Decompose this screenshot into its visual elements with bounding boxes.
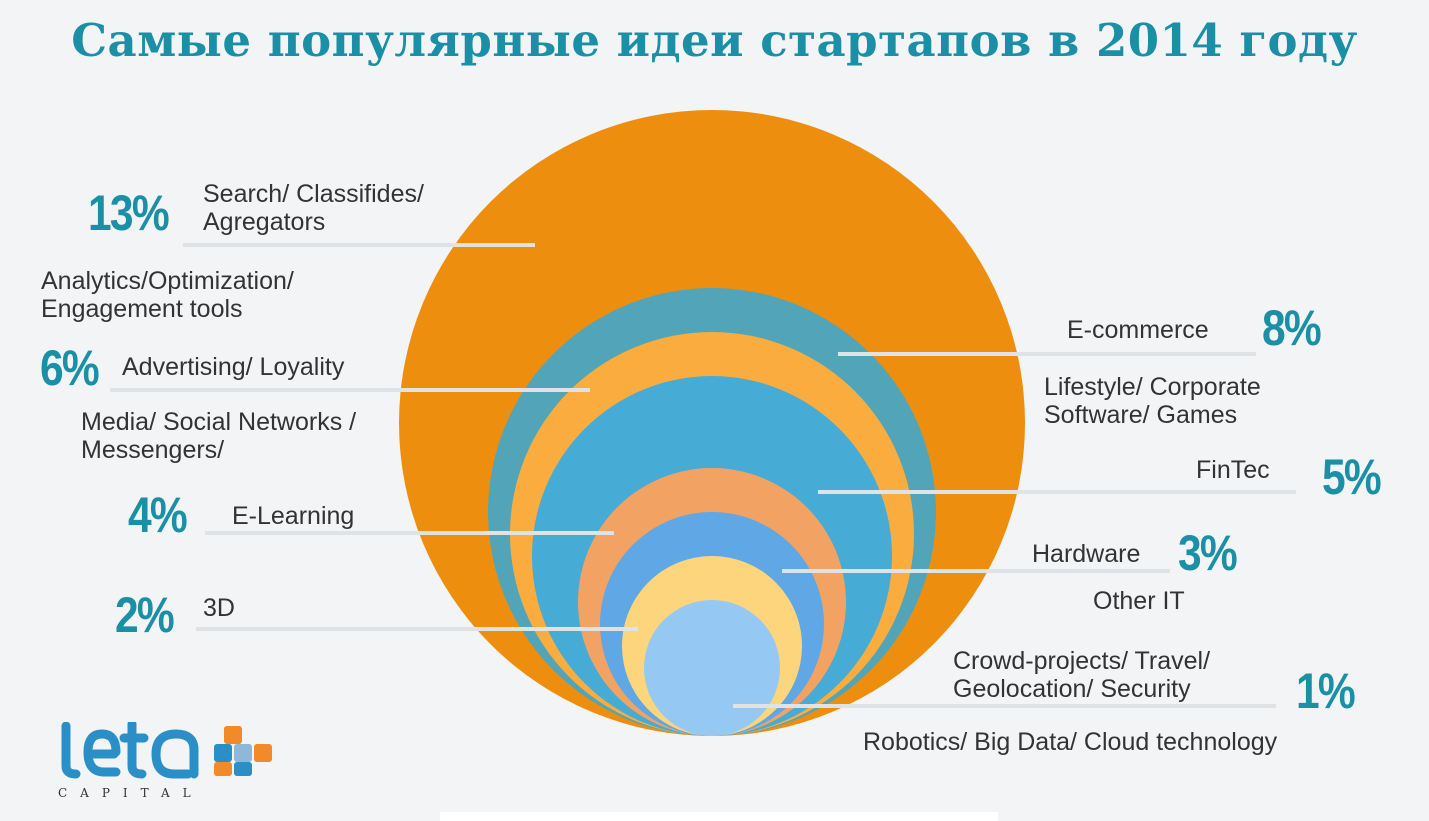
- category-label-elearning: E-Learning: [232, 502, 355, 530]
- category-label-3d: 3D: [203, 594, 235, 622]
- pct-label-8: 8%: [1262, 300, 1322, 356]
- category-label-ecommerce: E-commerce: [1067, 316, 1209, 344]
- circle-1pct: [644, 600, 780, 736]
- category-label-fintec: FinTec: [1196, 456, 1270, 484]
- pct-label-1: 1%: [1296, 663, 1356, 719]
- category-label-media: Media/ Social Networks / Messengers/: [81, 408, 357, 464]
- category-label-hardware: Hardware: [1032, 540, 1141, 568]
- category-label-other-it: Other IT: [1093, 587, 1185, 615]
- pct-label-6: 6%: [40, 340, 100, 396]
- category-label-robotics: Robotics/ Big Data/ Cloud technology: [863, 728, 1278, 756]
- pct-label-2: 2%: [115, 587, 175, 643]
- pct-label-13: 13%: [88, 185, 170, 241]
- category-label-analytics: Analytics/Optimization/ Engagement tools: [41, 267, 294, 323]
- pct-label-4: 4%: [128, 487, 188, 543]
- bottom-strip: [440, 812, 998, 821]
- logo-capital-text: CAPITAL: [58, 786, 204, 800]
- chart-title: Самые популярные идеи стартапов в 2014 г…: [71, 14, 1358, 67]
- category-label-crowd: Crowd-projects/ Travel/ Geolocation/ Sec…: [953, 647, 1211, 703]
- category-label-search: Search/ Classifides/ Agregators: [203, 180, 424, 236]
- pct-label-3: 3%: [1178, 525, 1238, 581]
- leta-capital-logo: [61, 722, 272, 779]
- pct-label-5: 5%: [1322, 449, 1382, 505]
- category-label-lifestyle: Lifestyle/ Corporate Software/ Games: [1044, 373, 1261, 429]
- category-label-advertising: Advertising/ Loyality: [122, 353, 345, 381]
